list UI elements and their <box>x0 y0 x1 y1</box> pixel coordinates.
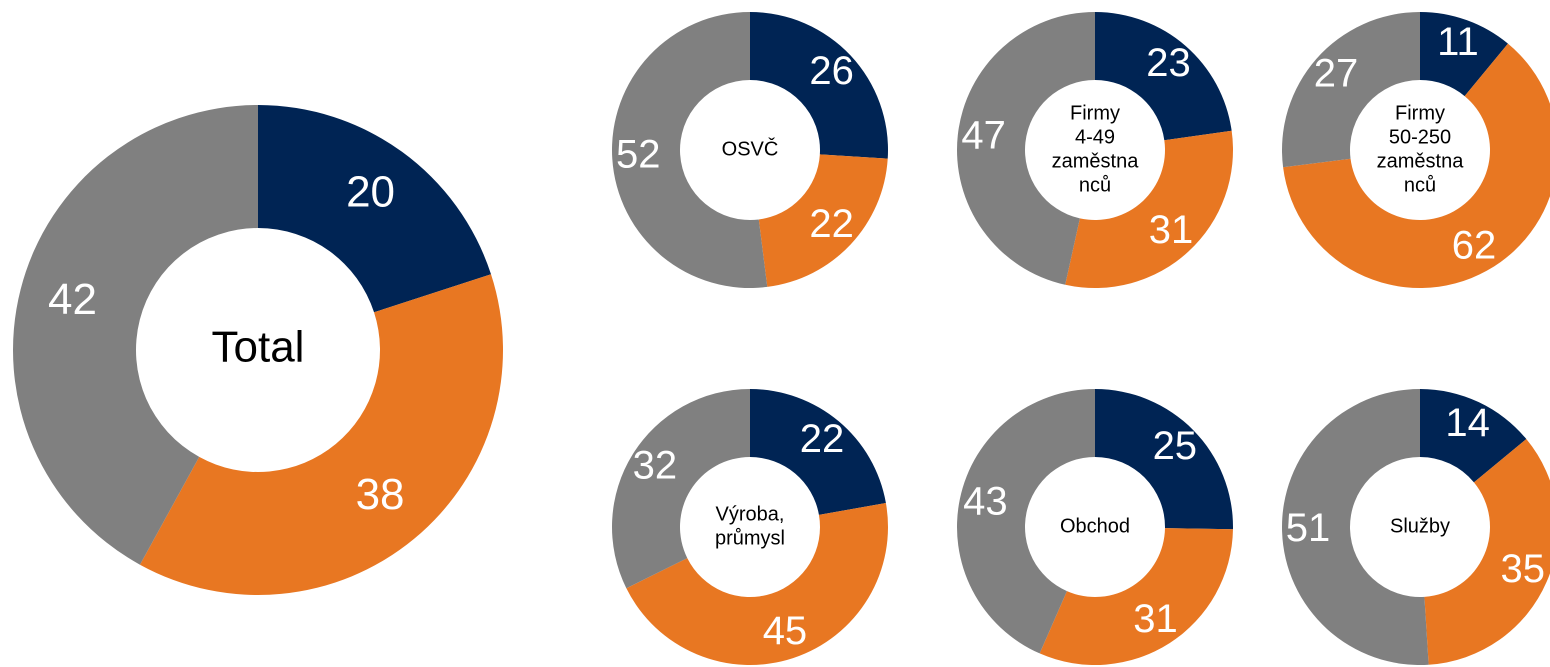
donut-center-label: nců <box>1404 174 1436 196</box>
donut-center-label: Obchod <box>1060 515 1130 537</box>
data-label: 26 <box>809 49 854 93</box>
donut-segment <box>1424 439 1550 665</box>
data-label: 27 <box>1314 51 1359 95</box>
donut-segment <box>1420 12 1508 97</box>
donut-segment <box>1420 389 1527 483</box>
donut-center-label: nců <box>1079 174 1111 196</box>
donut-segment <box>612 389 750 589</box>
donut-segment <box>1283 43 1550 288</box>
donut-segment <box>139 274 504 595</box>
donut-segment <box>957 12 1095 285</box>
data-label: 22 <box>800 417 845 461</box>
data-label: 32 <box>633 444 678 488</box>
donut-center-label: zaměstna <box>1377 150 1465 172</box>
data-label: 42 <box>48 275 97 324</box>
donut-center-label: Firmy <box>1395 102 1445 124</box>
data-label: 31 <box>1149 208 1194 252</box>
donut-center-label: Výroba, <box>716 503 785 525</box>
data-label: 38 <box>356 470 405 519</box>
data-label: 31 <box>1133 597 1178 641</box>
donut-segment <box>1039 528 1233 666</box>
donut-segment <box>1281 389 1429 665</box>
data-label: 47 <box>961 113 1006 157</box>
data-label: 25 <box>1153 424 1198 468</box>
donut-center-label: Služby <box>1390 515 1450 537</box>
donut-segment <box>1281 12 1420 168</box>
donut-segment <box>750 12 888 159</box>
data-label: 20 <box>346 168 395 217</box>
donut-center-label: 4-49 <box>1075 126 1115 148</box>
data-label: 23 <box>1146 41 1191 85</box>
donut-segment <box>13 105 258 565</box>
donut-center-label: průmysl <box>715 527 785 549</box>
data-label: 35 <box>1501 547 1546 591</box>
donut-segment <box>750 389 886 515</box>
data-label: 62 <box>1452 224 1497 268</box>
donut-center-label: zaměstna <box>1052 150 1140 172</box>
donut-center-label: Firmy <box>1070 102 1120 124</box>
donut-segment <box>626 503 888 665</box>
data-label: 11 <box>1437 20 1479 64</box>
data-label: 14 <box>1445 401 1490 445</box>
donut-center-label: 50-250 <box>1389 126 1451 148</box>
data-label: 22 <box>809 202 854 246</box>
donut-segment <box>1095 389 1233 530</box>
data-label: 52 <box>616 133 661 177</box>
donut-center-label: Total <box>212 323 305 372</box>
donut-segment <box>758 154 888 287</box>
donut-segment <box>612 12 768 288</box>
donut-center-label: OSVČ <box>722 137 779 160</box>
donut-segment <box>1095 12 1232 141</box>
donut-segment <box>258 105 492 313</box>
donut-segment <box>1065 130 1233 288</box>
data-label: 43 <box>963 480 1008 524</box>
donut-segment <box>957 389 1095 654</box>
data-label: 45 <box>763 609 808 653</box>
data-label: 51 <box>1286 506 1331 550</box>
